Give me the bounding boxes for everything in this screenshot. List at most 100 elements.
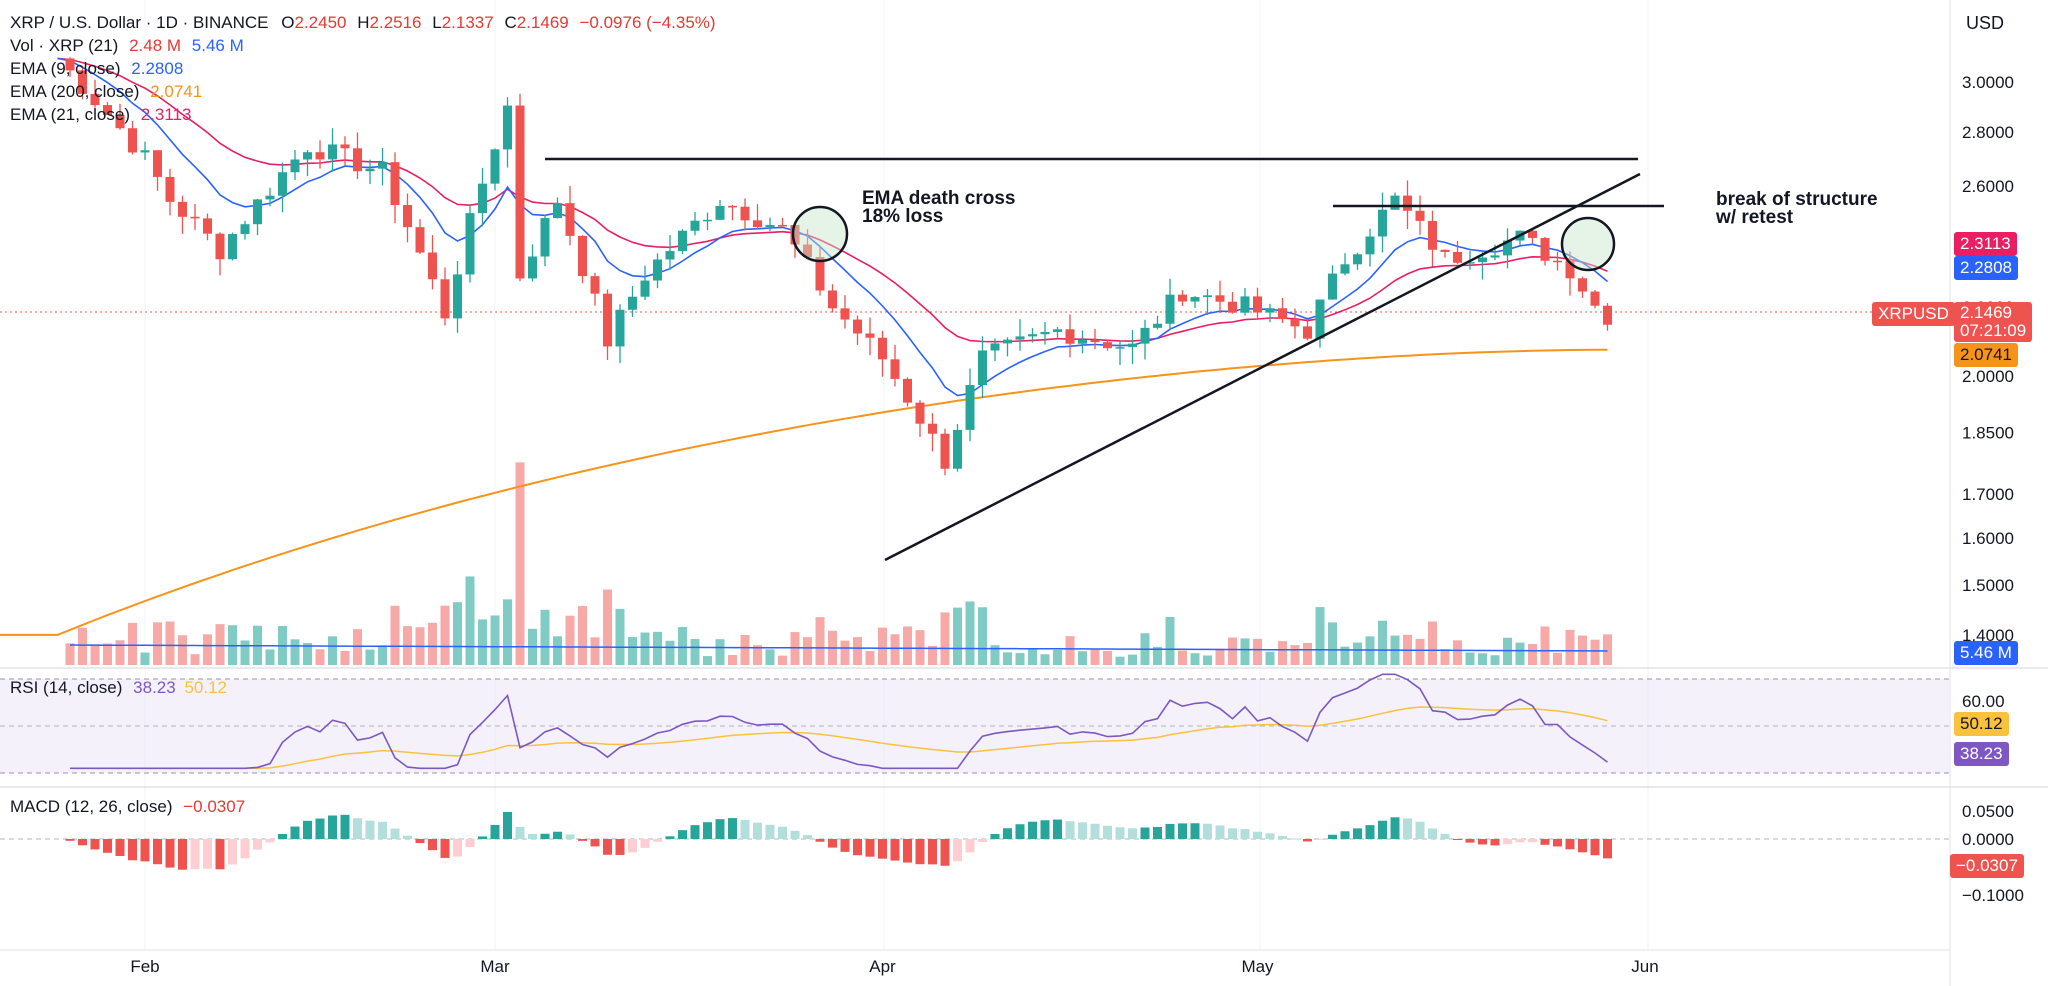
volume-bar xyxy=(878,627,887,665)
volume-bar xyxy=(1353,642,1362,665)
candle-body xyxy=(1078,340,1087,344)
volume-bar xyxy=(1440,649,1450,665)
rsi-legend[interactable]: RSI (14, close) 38.23 50.12 xyxy=(10,678,227,698)
macd-bar xyxy=(690,825,700,839)
low-label: L xyxy=(432,13,442,32)
volume-bar xyxy=(1065,636,1075,665)
volume-bar xyxy=(353,629,362,665)
macd-bar xyxy=(328,815,337,839)
candle-body xyxy=(653,259,662,281)
volume-bar xyxy=(753,645,762,665)
volume-bar xyxy=(928,645,937,665)
macd-bar xyxy=(90,839,100,850)
candle-body xyxy=(78,70,87,94)
volume-bar xyxy=(803,637,812,665)
macd-bar xyxy=(315,818,325,839)
symbol-name[interactable]: XRP / U.S. Dollar · 1D · BINANCE xyxy=(10,13,269,32)
macd-bar xyxy=(515,826,525,839)
legend-ema200[interactable]: EMA (200, close) 2.0741 xyxy=(10,82,202,102)
legend-volume-name: Vol · XRP (21) xyxy=(10,36,119,55)
macd-bar xyxy=(953,839,962,862)
macd-bar xyxy=(453,839,462,857)
macd-bar xyxy=(265,839,275,843)
candle-body xyxy=(1265,308,1275,313)
macd-bar xyxy=(728,818,737,839)
volume-bar xyxy=(640,632,650,665)
candle-body xyxy=(1528,230,1537,238)
volume-bar xyxy=(728,654,737,665)
volume-bar xyxy=(603,589,612,665)
legend-ema9[interactable]: EMA (9, close) 2.2808 xyxy=(10,59,183,79)
time-axis-label: Jun xyxy=(1631,957,1658,976)
macd-bar xyxy=(1278,835,1287,839)
volume-bar xyxy=(1478,653,1487,665)
volume-bar xyxy=(1115,656,1125,665)
price-axis-label: 3.0000 xyxy=(1962,73,2014,92)
volume-bar xyxy=(1540,626,1550,665)
volume-bar xyxy=(628,637,637,665)
symbol-legend[interactable]: XRP / U.S. Dollar · 1D · BINANCE O2.2450… xyxy=(10,13,716,33)
candle-body xyxy=(790,224,800,245)
annotation-death-cross-line2: 18% loss xyxy=(862,206,943,227)
macd-bar xyxy=(140,839,150,862)
candle-body xyxy=(1540,237,1550,261)
candle-body xyxy=(1353,254,1362,265)
candle-body xyxy=(1278,308,1287,320)
candle-body xyxy=(453,274,462,319)
currency-label[interactable]: USD xyxy=(1966,13,2005,33)
macd-bar xyxy=(278,833,287,839)
volume-bar xyxy=(665,640,675,665)
macd-bar xyxy=(840,839,850,852)
macd-bar xyxy=(340,814,350,839)
ema21-badge: 2.3113 xyxy=(1954,232,2017,256)
candle-body xyxy=(253,199,262,225)
macd-bar xyxy=(1553,839,1562,847)
legend-ema21[interactable]: EMA (21, close) 2.3113 xyxy=(10,105,191,125)
macd-bar xyxy=(228,839,237,865)
legend-volume[interactable]: Vol · XRP (21) 2.48 M 5.46 M xyxy=(10,36,244,56)
candle-body xyxy=(1440,249,1450,252)
macd-bar xyxy=(353,818,362,839)
macd-bar xyxy=(540,833,550,839)
volume-bar xyxy=(178,635,187,665)
candle-body xyxy=(1428,220,1437,250)
death-cross-circle[interactable] xyxy=(791,205,849,263)
macd-bar xyxy=(965,839,975,853)
volume-bar xyxy=(1453,640,1462,665)
macd-bar xyxy=(1065,821,1075,839)
macd-bar xyxy=(615,839,625,855)
candle-body xyxy=(1015,336,1025,340)
candle-body xyxy=(803,244,812,258)
candle-body xyxy=(265,195,275,200)
macd-legend[interactable]: MACD (12, 26, close) −0.0307 xyxy=(10,797,245,817)
time-axis[interactable]: Feb Mar Apr May Jun xyxy=(130,957,1658,976)
volume-bar xyxy=(440,605,450,665)
macd-bar xyxy=(190,839,200,870)
candle-body xyxy=(203,218,212,234)
macd-bar xyxy=(853,839,862,856)
macd-bar xyxy=(1115,827,1125,839)
volume-ma-line xyxy=(69,644,1608,652)
volume-bar xyxy=(1553,652,1562,665)
macd-title: MACD (12, 26, close) xyxy=(10,797,173,816)
macd-bar xyxy=(653,839,662,842)
candle-body xyxy=(278,172,287,196)
volume-bar xyxy=(578,606,587,665)
candle-body xyxy=(1253,296,1262,313)
macd-bar xyxy=(1028,821,1037,839)
candle-body xyxy=(1028,334,1037,337)
candle-body xyxy=(115,115,125,129)
candle-body xyxy=(1403,195,1412,211)
candle-body xyxy=(1203,295,1212,297)
candle-body xyxy=(465,213,475,275)
volume-bar xyxy=(365,649,375,665)
macd-bar xyxy=(990,834,1000,839)
retest-circle[interactable] xyxy=(1560,216,1616,272)
macd-bar xyxy=(403,835,412,839)
volume-bar xyxy=(1178,650,1187,665)
ascending-trendline[interactable] xyxy=(884,172,1641,562)
candle-body xyxy=(978,350,987,386)
volume-bar xyxy=(1015,653,1025,665)
